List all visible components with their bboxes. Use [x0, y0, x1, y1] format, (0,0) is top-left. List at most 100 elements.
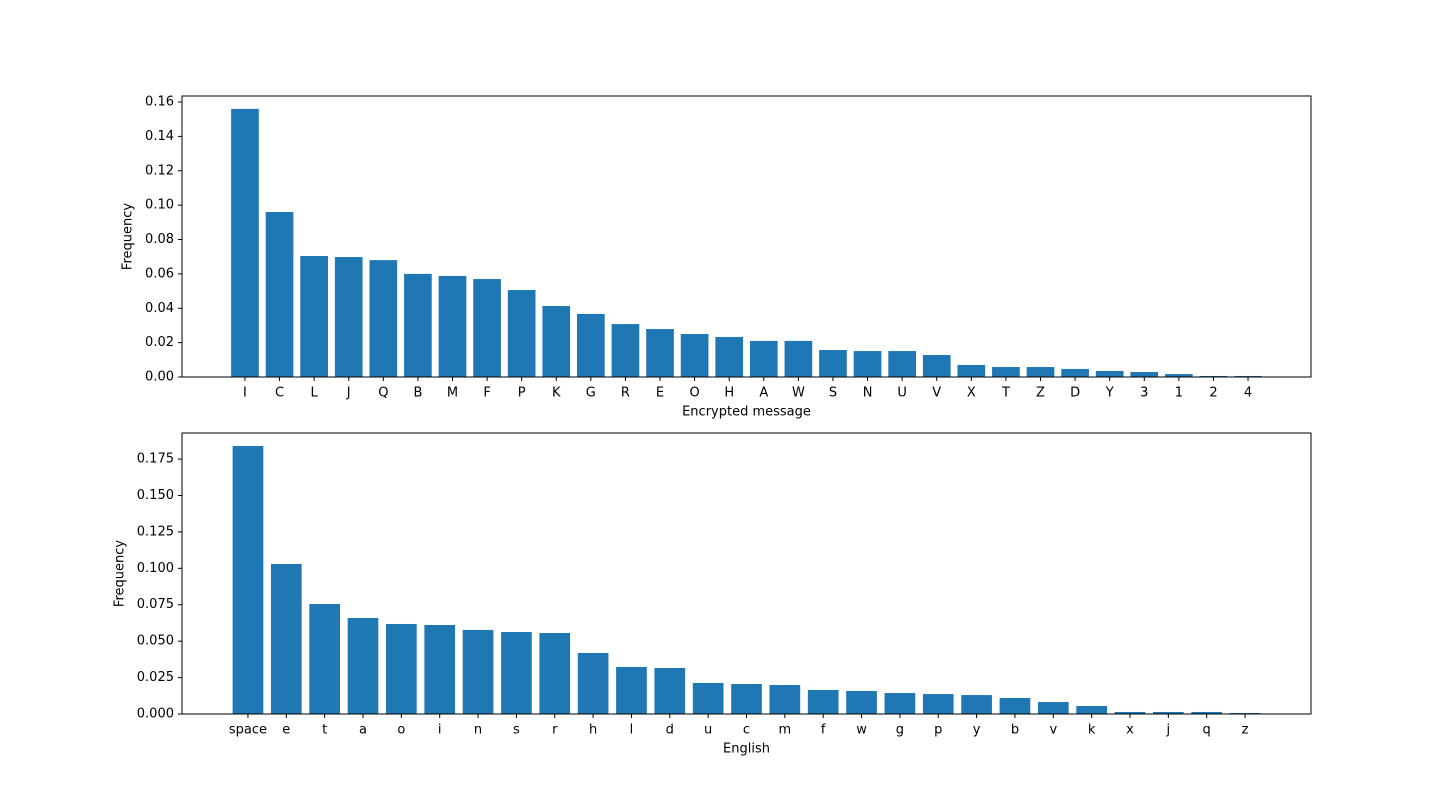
- x-tick-label: X: [967, 386, 976, 401]
- bar: [369, 260, 398, 377]
- axes-frame: [181, 95, 1312, 378]
- bar: [347, 618, 379, 714]
- bar: [542, 306, 571, 377]
- bar: [309, 604, 340, 714]
- x-tick-label: z: [1242, 723, 1249, 738]
- bar: [539, 633, 571, 714]
- bar: [404, 273, 432, 377]
- x-tick-label: Z: [1036, 386, 1045, 401]
- x-tick-label: 4: [1244, 386, 1252, 401]
- x-tick-label: G: [586, 386, 596, 401]
- bar: [611, 324, 640, 377]
- x-tick-label: K: [552, 386, 561, 401]
- bar: [999, 697, 1031, 714]
- x-tick-label: space: [229, 723, 267, 738]
- x-tick-label: r: [552, 723, 558, 738]
- x-tick-label: Q: [378, 386, 388, 401]
- y-tick-label: 0.075: [137, 597, 174, 612]
- y-tick-label: 0.100: [137, 561, 174, 576]
- x-tick-label: I: [243, 386, 247, 401]
- x-tick-label: e: [282, 723, 290, 738]
- x-tick-label: l: [630, 723, 634, 738]
- x-tick-label: v: [1049, 723, 1057, 738]
- bar: [386, 623, 417, 714]
- bar: [334, 257, 363, 377]
- x-tick-label: p: [934, 723, 942, 738]
- bar: [501, 631, 532, 714]
- x-tick-label: M: [447, 386, 458, 401]
- y-tick-label: 0.16: [145, 95, 174, 110]
- x-tick-label: u: [704, 723, 712, 738]
- bar: [992, 367, 1020, 377]
- y-tick-label: 0.150: [137, 488, 174, 503]
- y-tick-label: 0.050: [137, 634, 174, 649]
- x-tick-label: d: [666, 723, 674, 738]
- bar: [646, 329, 674, 377]
- bar: [265, 212, 294, 377]
- bar: [462, 629, 494, 714]
- y-tick-label: 0.175: [137, 452, 174, 467]
- y-tick-label: 0.12: [145, 163, 174, 178]
- x-tick-label: n: [474, 723, 482, 738]
- bar: [507, 290, 536, 377]
- x-axis-label: Encrypted message: [682, 405, 811, 420]
- x-tick-label: m: [779, 723, 792, 738]
- bar: [922, 355, 951, 377]
- x-tick-label: 1: [1175, 386, 1183, 401]
- bar: [1061, 368, 1089, 377]
- x-tick-label: N: [863, 386, 873, 401]
- y-tick-label: 0.025: [137, 670, 174, 685]
- bar: [961, 695, 992, 714]
- bar: [1037, 702, 1069, 714]
- bar: [231, 108, 259, 378]
- bar: [731, 683, 762, 714]
- x-tick-label: D: [1070, 386, 1080, 401]
- y-tick-label: 0.10: [145, 198, 174, 213]
- bar: [715, 336, 744, 377]
- x-tick-label: U: [897, 386, 907, 401]
- x-axis-label: English: [723, 742, 770, 757]
- y-tick-label: 0.14: [145, 129, 174, 144]
- x-tick-label: h: [589, 723, 597, 738]
- bar: [888, 351, 916, 377]
- y-tick-label: 0.04: [145, 301, 174, 316]
- bar: [1114, 711, 1146, 714]
- x-tick-label: a: [359, 723, 367, 738]
- bar: [749, 340, 778, 377]
- x-tick-label: R: [621, 386, 630, 401]
- y-tick-label: 0.000: [137, 707, 174, 722]
- x-tick-label: S: [829, 386, 837, 401]
- x-tick-label: s: [513, 723, 520, 738]
- bar: [692, 682, 724, 714]
- y-tick-label: 0.02: [145, 335, 174, 350]
- bar: [1191, 711, 1223, 714]
- bar: [807, 689, 839, 714]
- bar: [616, 666, 647, 714]
- x-tick-label: i: [438, 723, 442, 738]
- x-tick-label: j: [1166, 723, 1171, 738]
- bar: [1095, 370, 1124, 377]
- x-tick-label: g: [896, 723, 904, 738]
- bar: [1199, 375, 1228, 377]
- x-tick-label: q: [1203, 723, 1211, 738]
- bar: [769, 685, 801, 714]
- x-tick-label: P: [518, 386, 526, 401]
- x-tick-label: L: [311, 386, 319, 401]
- x-tick-label: E: [656, 386, 664, 401]
- bar: [1076, 705, 1107, 714]
- bar: [1165, 374, 1193, 377]
- x-tick-label: o: [397, 723, 405, 738]
- x-tick-label: B: [413, 386, 422, 401]
- y-axis-label: Frequency: [121, 203, 136, 270]
- y-axis-label: Frequency: [113, 540, 128, 607]
- bar: [1130, 372, 1159, 377]
- x-tick-label: w: [856, 723, 867, 738]
- bar: [922, 694, 954, 714]
- y-tick-label: 0.00: [145, 370, 174, 385]
- x-tick-label: J: [346, 386, 351, 401]
- x-tick-label: O: [689, 386, 699, 401]
- x-tick-label: W: [792, 386, 805, 401]
- x-tick-label: Y: [1105, 386, 1114, 401]
- bar: [232, 445, 264, 714]
